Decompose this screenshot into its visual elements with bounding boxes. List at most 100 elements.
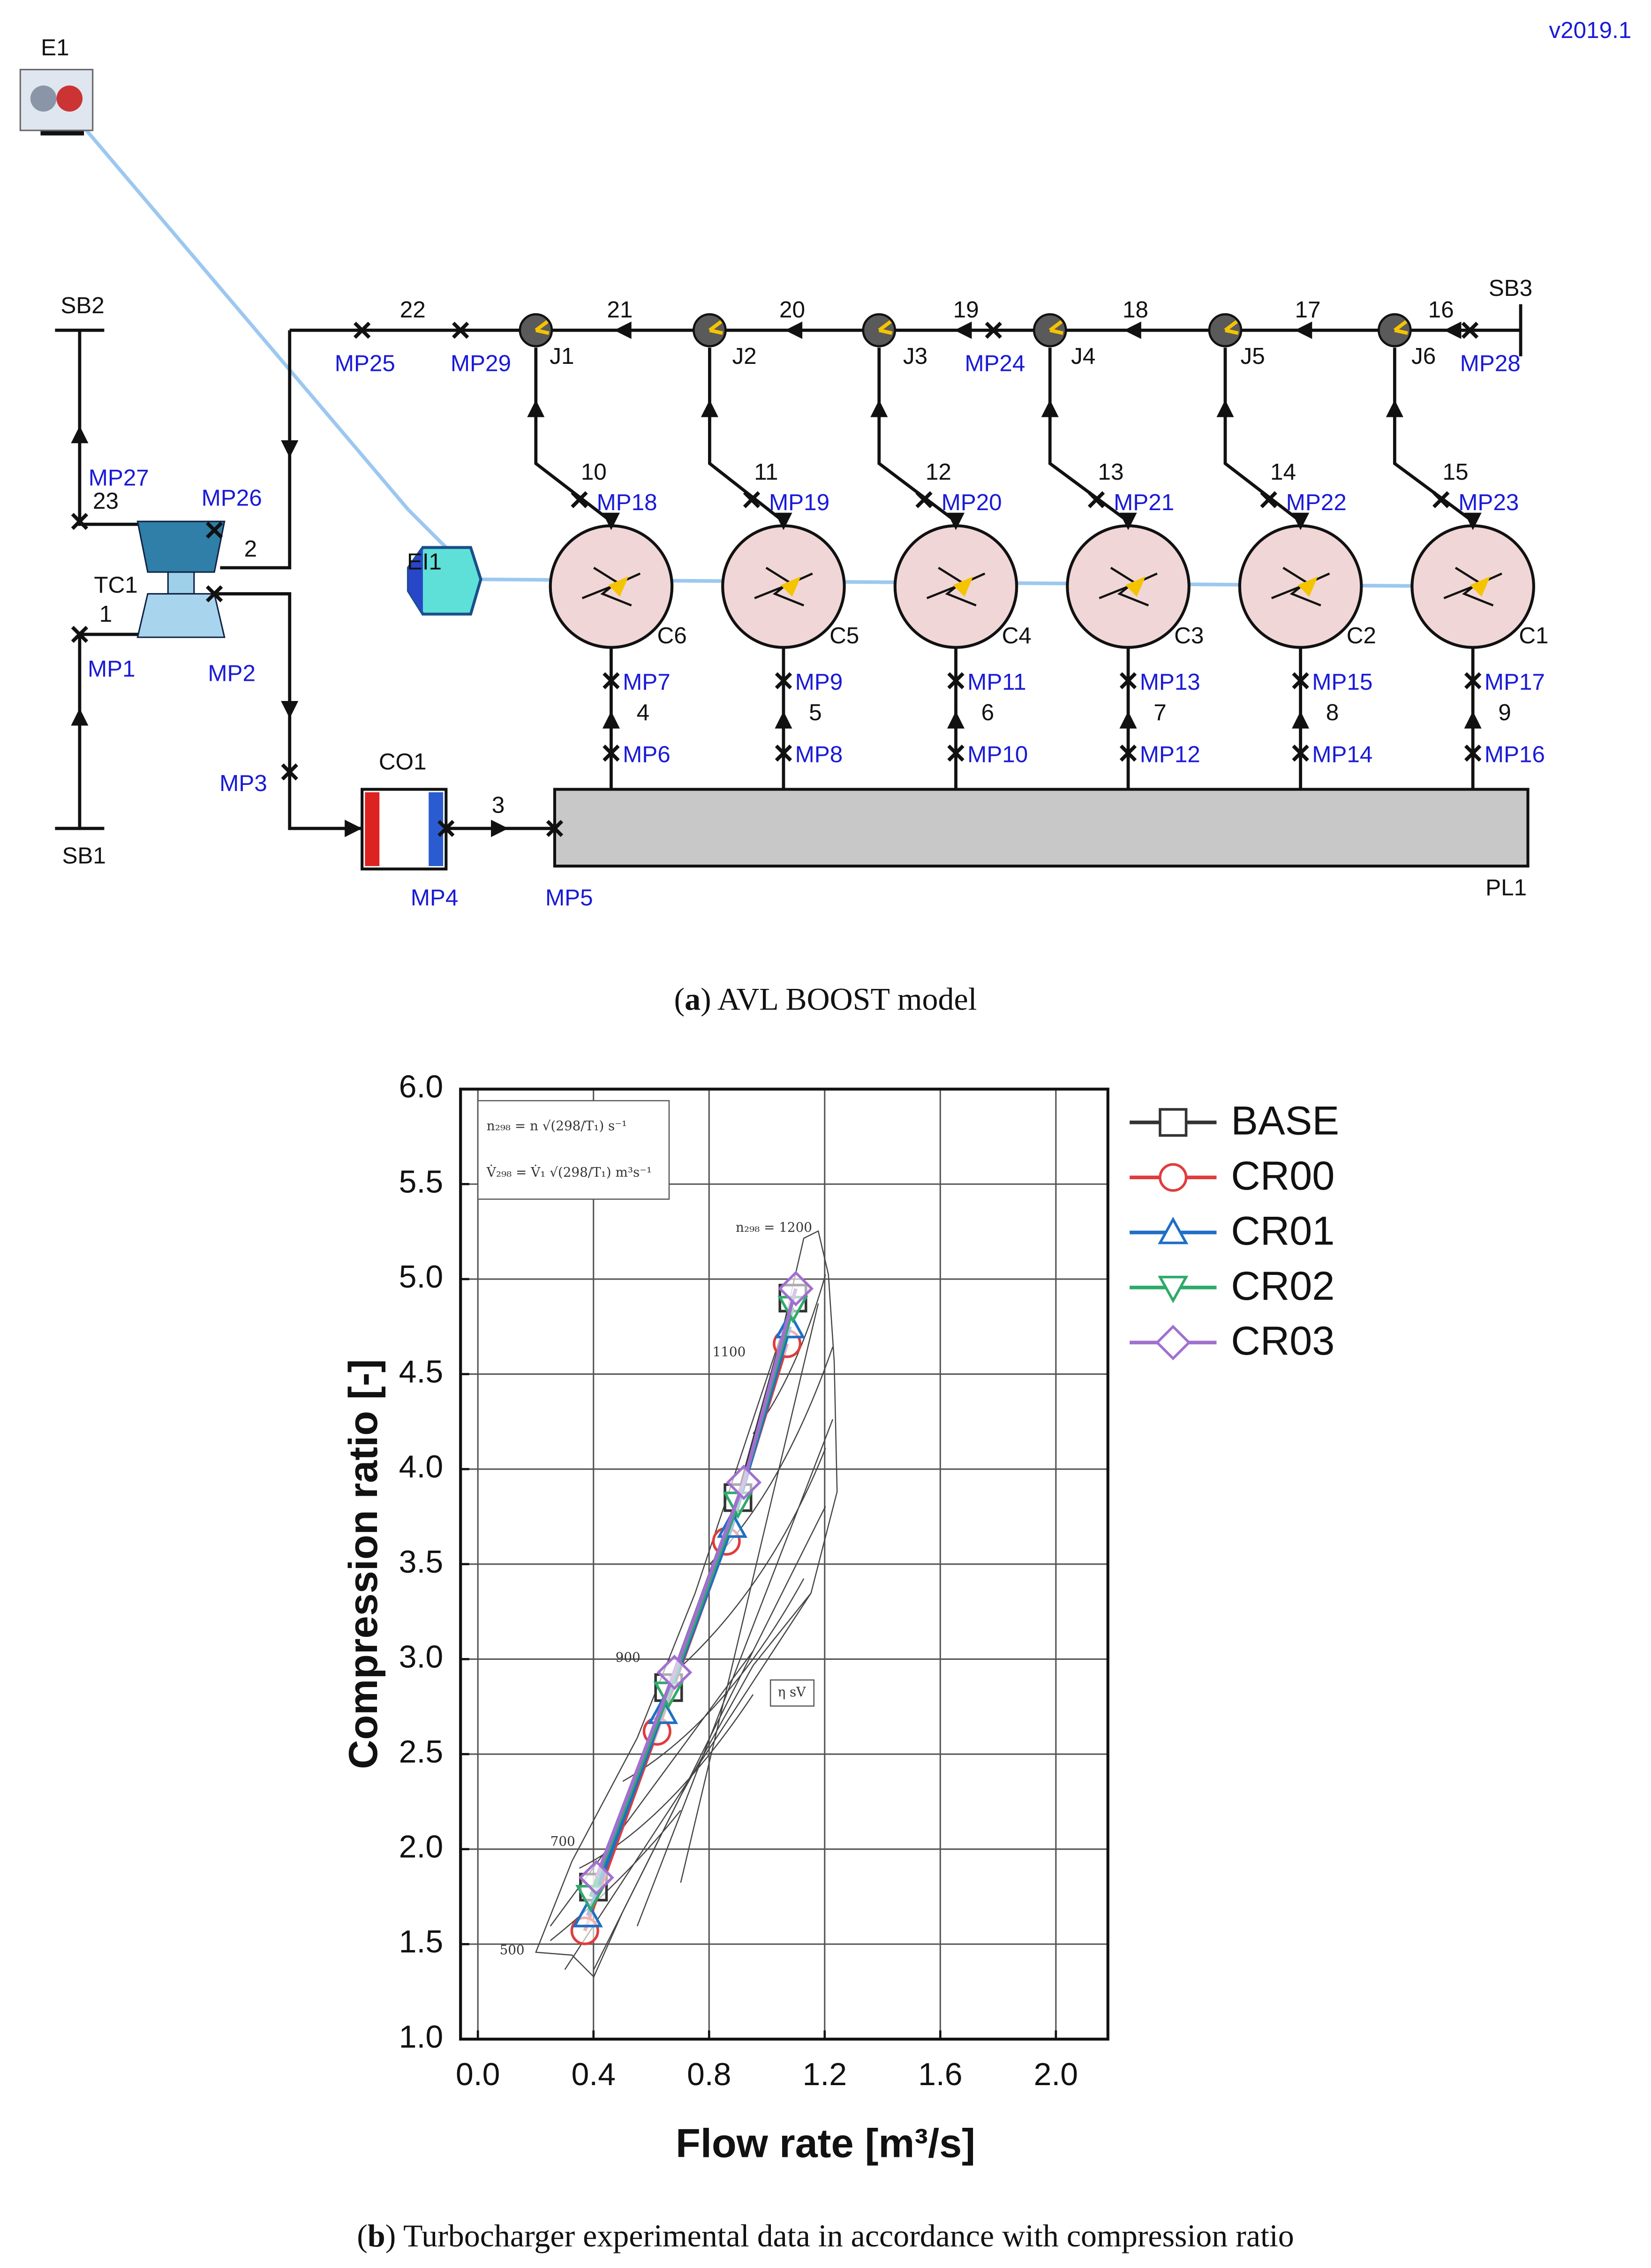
measuring-point [1464,672,1482,689]
measuring-point-label: MP16 [1485,741,1545,767]
grid [460,1088,1108,2040]
caption: (a) AVL BOOST model [674,981,977,1017]
cooler-cold [429,792,444,867]
measuring-point-label: MP15 [1312,669,1372,695]
measuring-point [1292,745,1309,762]
flow-arrow [1123,321,1141,339]
measuring-point-label: MP8 [795,741,843,767]
y-tick-label: 3.0 [399,1639,443,1674]
measuring-point-label: MP13 [1140,669,1200,695]
measuring-point-label: v2019.1 [1549,17,1631,43]
measuring-point-label: MP20 [942,490,1002,515]
measuring-point [353,322,371,339]
measuring-point [603,745,620,762]
element-label: 3 [492,792,505,818]
measuring-point-label: MP1 [88,656,136,682]
measuring-point-label: MP2 [208,660,256,686]
pipe-label: 6 [981,700,994,725]
map-label: V̇₂₉₈ = V̇₁ √(298/T₁) m³s⁻¹ [486,1164,652,1180]
cylinder-label: C2 [1347,623,1376,648]
legend-label: CR02 [1231,1264,1334,1309]
cylinder-flame [780,576,801,597]
junction-mark [1394,320,1408,335]
measuring-point [1087,491,1105,508]
cylinder-label: C6 [657,623,687,648]
element-label: SB1 [62,843,106,869]
series [578,1271,814,1896]
y-tick-label: 4.0 [399,1449,443,1484]
pipe-label: 15 [1443,459,1469,485]
junction-mark [878,320,893,335]
element-label: PL1 [1485,875,1527,901]
injector-icon [407,546,482,616]
measuring-point-label: MP12 [1140,741,1200,767]
measuring-point [437,820,455,837]
element-label: J5 [1241,343,1265,369]
x-tick-label: 1.6 [918,2057,962,2092]
pipe [1393,347,1474,523]
flow-arrow [491,820,509,837]
measuring-point-label: MP11 [967,669,1026,695]
element-label: J3 [903,343,927,369]
legend-label: CR01 [1231,1208,1334,1253]
element-label: SB2 [60,293,104,318]
marker [726,1464,762,1500]
flow-arrow [947,711,965,729]
caption-part: ( [357,2218,368,2253]
measuring-point-label: MP14 [1312,741,1372,767]
measuring-point [546,820,564,837]
chart: n₂₉₈ = n √(298/T₁) s⁻¹ V̇₂₉₈ = V̇₁ √(298… [341,1069,1339,2166]
element-label: 2 [244,536,257,562]
measuring-point [571,491,588,508]
flow-arrow [1119,711,1137,729]
y-tick-label: 4.5 [399,1354,443,1390]
measuring-point-label: MP6 [623,741,671,767]
y-tick-label: 2.5 [399,1734,443,1770]
element-label: 22 [400,297,426,323]
element-label: J2 [732,343,756,369]
plot-frame [459,1087,1109,2041]
flow-arrow [870,399,888,417]
junction-mark [1224,320,1239,335]
injector-icon-part [408,547,423,614]
flow-arrow [954,321,972,339]
pipe [220,330,292,570]
flow-arrow [775,711,792,729]
element-label: TC1 [94,572,137,598]
measuring-point-label: MP19 [769,490,829,515]
caption-part: ) Turbocharger experimental data in acco… [385,2218,1294,2253]
pipe-label: 14 [1270,459,1296,485]
map-label: 500 [500,1942,525,1958]
element-label: E1 [41,35,69,60]
element-label: SB3 [1489,275,1532,301]
pipe-label: 10 [581,459,607,485]
flow-arrow [614,321,632,339]
y-tick-label: 2.0 [399,1829,443,1865]
flow-arrow [281,440,299,458]
measuring-point [775,745,792,762]
element-label: 21 [607,297,633,323]
pipe [1223,347,1302,523]
measuring-point [205,521,223,539]
element-label: 18 [1123,297,1148,323]
map-label: 900 [616,1650,641,1665]
cylinder-label: C1 [1519,623,1548,648]
measuring-point [452,322,469,339]
element-label: J4 [1071,343,1095,369]
x-tick-label: 2.0 [1034,2057,1078,2092]
element-label: 20 [779,297,805,323]
measuring-point [1461,322,1479,339]
legend-label: CR03 [1231,1319,1334,1364]
shaft [167,571,195,595]
measuring-point-label: MP9 [795,669,843,695]
map-label: η sV [778,1684,807,1700]
flow-arrow [1295,321,1312,339]
cylinder-flame [1125,576,1146,597]
pipe [708,347,785,523]
flow-arrow [71,708,89,726]
y-tick-label: 1.0 [399,2019,443,2055]
caption-part: b [368,2218,385,2253]
marker [572,1899,603,1928]
measuring-point [915,491,933,508]
measuring-point-label: MP21 [1114,490,1174,515]
